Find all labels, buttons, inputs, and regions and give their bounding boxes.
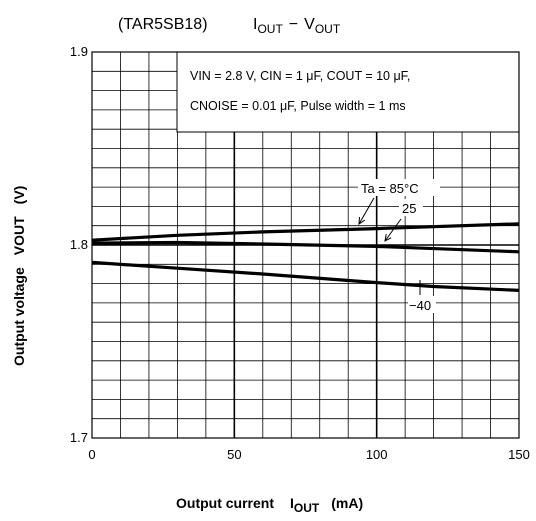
y-tick-label: 1.7 [70,430,88,445]
label-25c-bg [399,199,423,216]
series-annotations: Ta = 85°C 25 −40 [358,179,440,313]
conditions-box [176,51,520,133]
y-tick-label: 1.9 [70,44,88,59]
x-tick-label: 0 [88,447,95,462]
series-label-25c: 25 [402,201,416,216]
y-tick-labels: 1.7 1.8 1.9 [70,44,88,445]
y-tick-label: 1.8 [70,237,88,252]
x-axis-title: Output current IOUT (mA) [176,495,363,515]
x-tick-labels: 0 50 100 150 [88,447,529,462]
label-minus40c-bg [408,296,436,313]
leader-85c [358,197,375,225]
conditions-line-1: VIN = 2.8 V, CIN = 1 μF, COUT = 10 μF, [190,69,410,83]
label-85c-bg [358,179,440,196]
chart-title: (TAR5SB18) [118,16,208,33]
conditions-line-2: CNOISE = 0.01 μF, Pulse width = 1 ms [190,99,406,113]
x-tick-label: 100 [366,447,388,462]
series-lines [91,222,520,292]
x-tick-label: 150 [508,447,530,462]
plot-frame [91,51,520,439]
leader-25c [384,218,402,242]
series-label-minus40c: −40 [409,298,431,313]
part-number: TAR5SB18 [123,16,202,33]
leader-85c-head [358,216,366,225]
y-axis-title: Output voltageVOUT(V) [11,186,27,366]
series-line-85c [91,222,520,242]
x-tick-label: 50 [227,447,241,462]
chart-title-relation: IOUT − VOUT [253,16,341,36]
leader-25c-head [384,234,392,242]
series-line-25c [91,240,520,254]
series-line-minus40c [91,260,520,292]
series-label-85c: Ta = 85°C [361,181,419,196]
